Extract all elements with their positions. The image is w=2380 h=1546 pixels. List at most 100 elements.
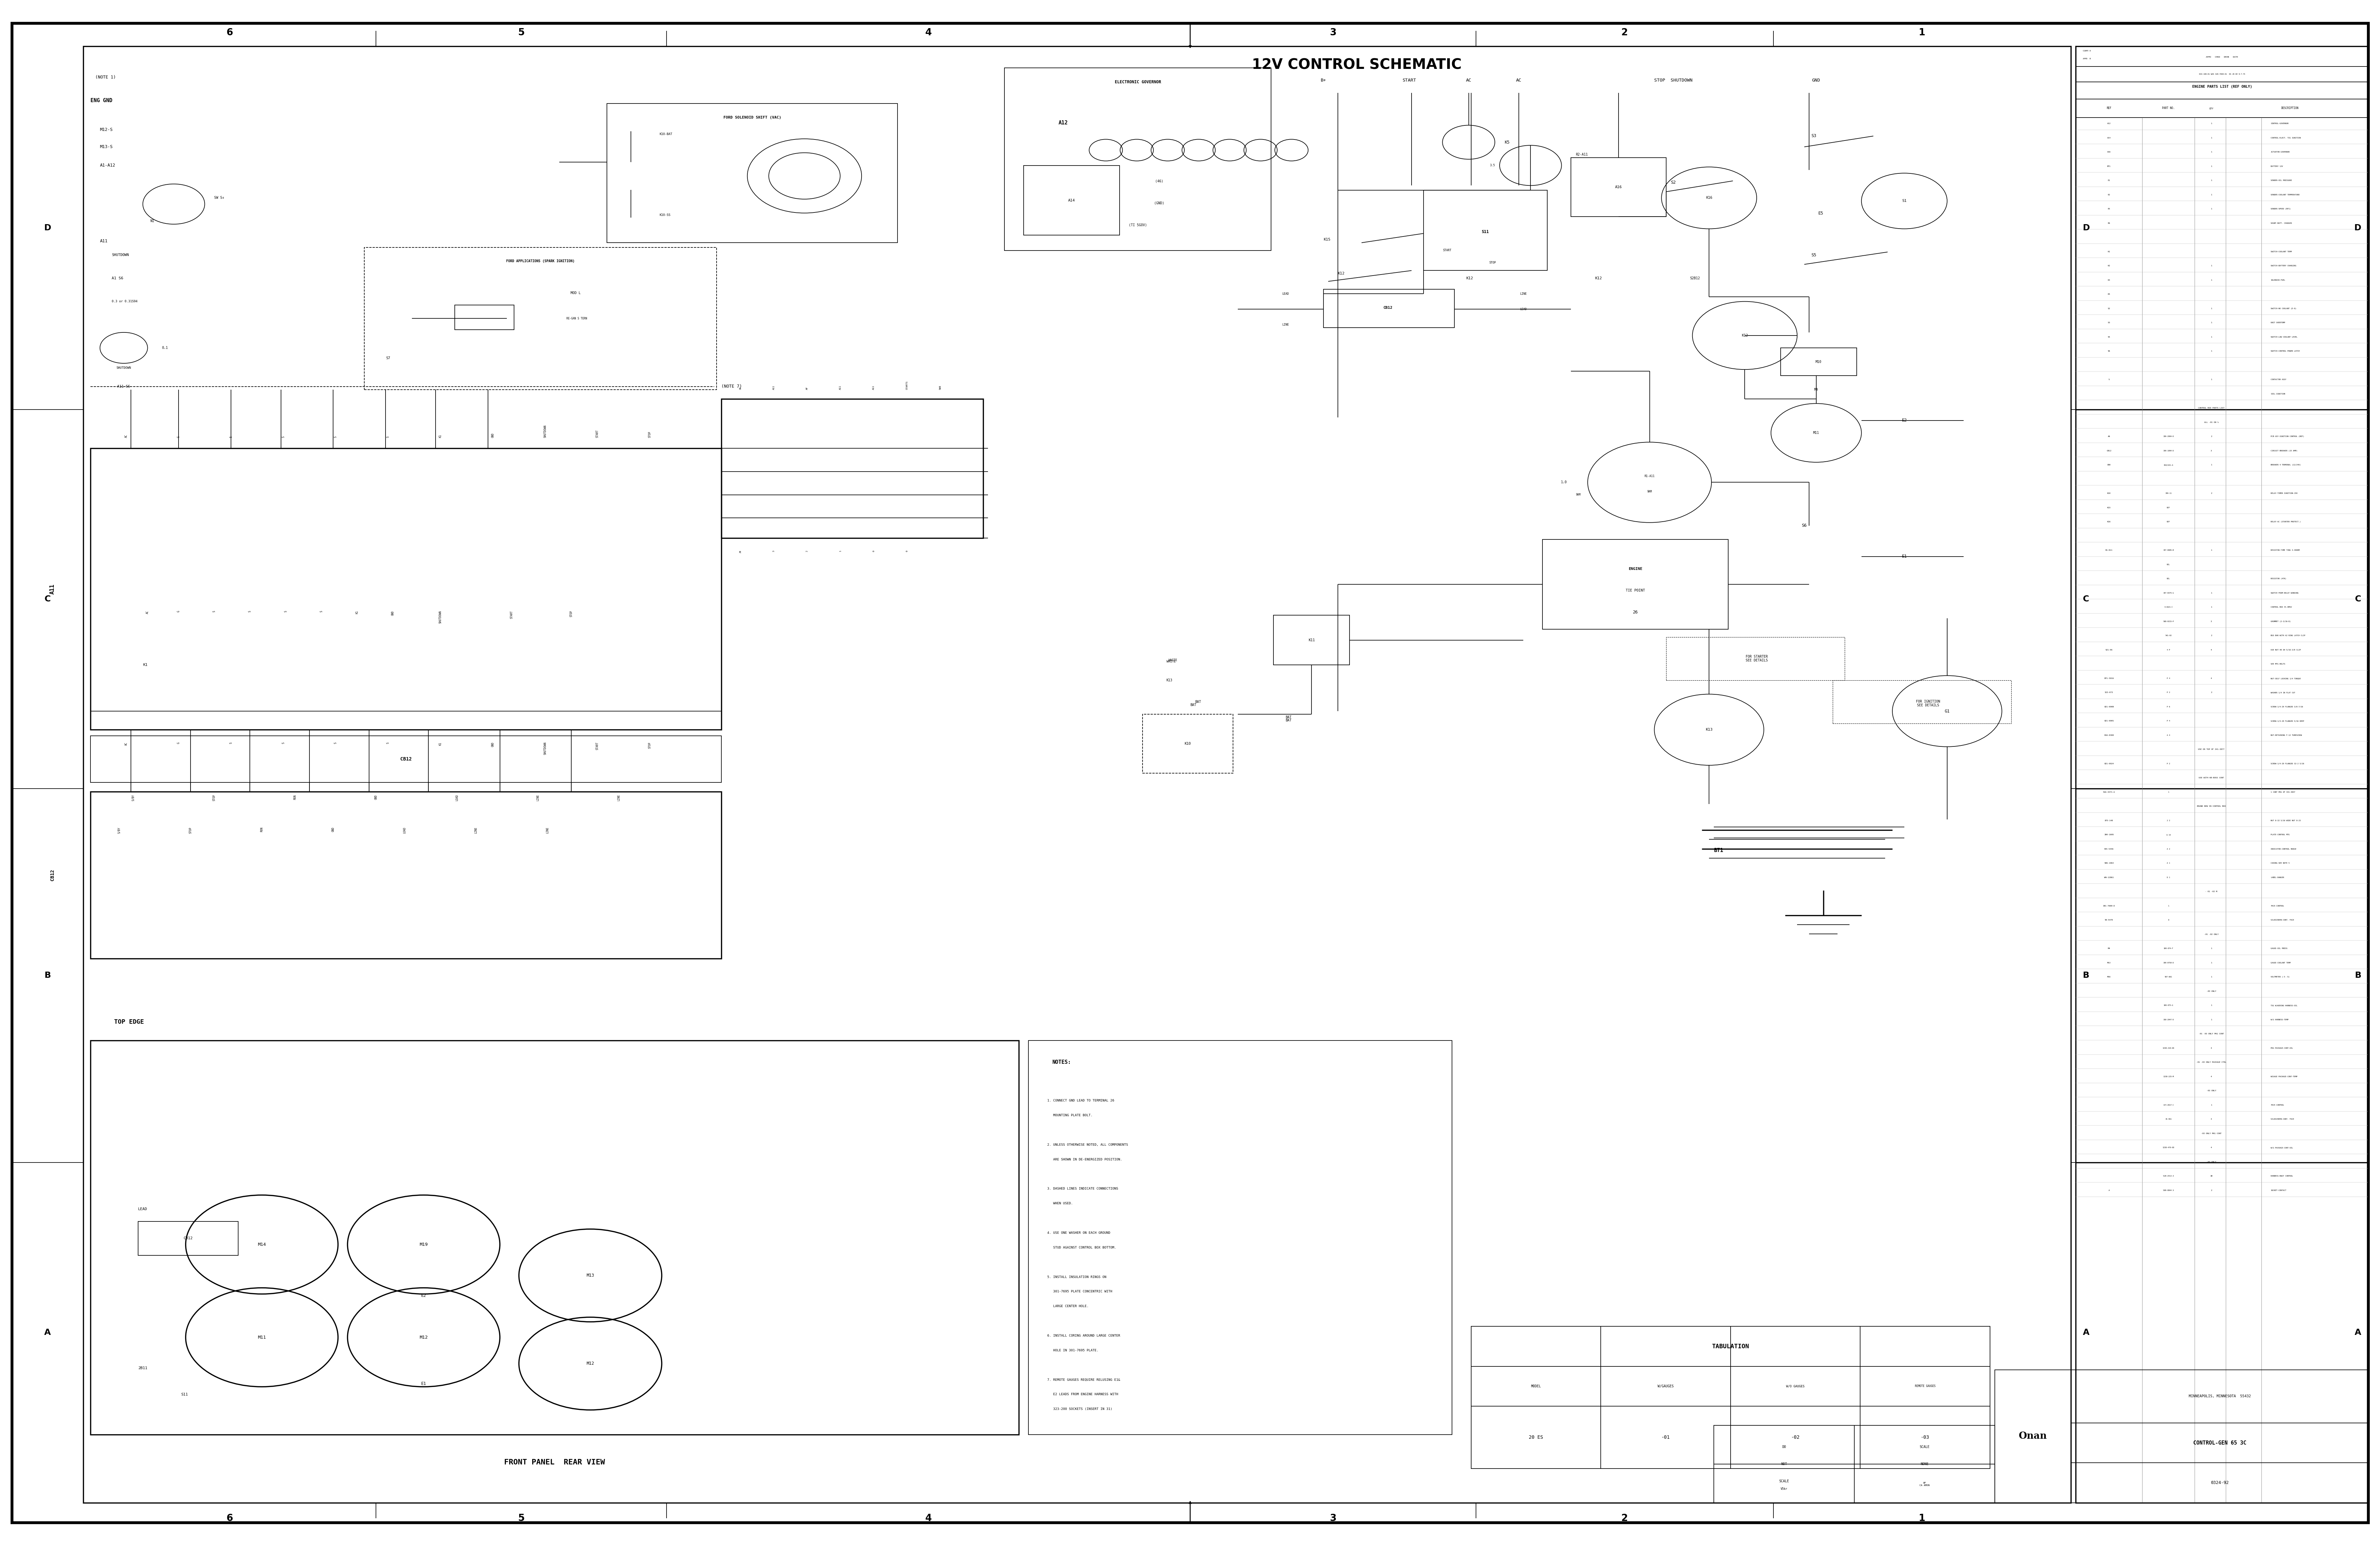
Text: K1: K1 bbox=[2106, 250, 2111, 252]
Text: 516-4371-A: 516-4371-A bbox=[2102, 792, 2116, 793]
Text: AC: AC bbox=[124, 742, 129, 745]
Text: 4 P: 4 P bbox=[2166, 649, 2171, 651]
Text: R2-A11: R2-A11 bbox=[1576, 153, 1587, 156]
Text: SENDER-COOLANT TEMPERATURE: SENDER-COOLANT TEMPERATURE bbox=[2271, 193, 2299, 196]
Text: SWITCH-NO COOLANT (E-0): SWITCH-NO COOLANT (E-0) bbox=[2271, 308, 2297, 309]
Text: CONTROL BOX 4% DMSV: CONTROL BOX 4% DMSV bbox=[2271, 606, 2292, 608]
Text: B+: B+ bbox=[1321, 79, 1326, 82]
Text: MODEL: MODEL bbox=[1530, 1385, 1540, 1388]
Text: W/G HARNESS-TEMP: W/G HARNESS-TEMP bbox=[2271, 1019, 2287, 1020]
Text: W/GAUGES: W/GAUGES bbox=[1656, 1385, 1673, 1388]
Text: (NOTE 7): (NOTE 7) bbox=[721, 385, 743, 388]
Text: 330-1094-D: 330-1094-D bbox=[2163, 450, 2173, 451]
Text: P 4: P 4 bbox=[2166, 677, 2171, 679]
Text: 300-11: 300-11 bbox=[2166, 493, 2171, 495]
Text: MINNEAPOLIS, MINNESOTA  55432: MINNEAPOLIS, MINNESOTA 55432 bbox=[2187, 1394, 2251, 1398]
Text: B71-5016: B71-5016 bbox=[2104, 677, 2113, 679]
Text: 100-074-F: 100-074-F bbox=[2163, 948, 2173, 949]
Text: TIE POINT: TIE POINT bbox=[1626, 589, 1645, 592]
Text: S2: S2 bbox=[2106, 308, 2111, 309]
Text: 323-200 SOCKETS (INSERT IN 31): 323-200 SOCKETS (INSERT IN 31) bbox=[1047, 1407, 1111, 1410]
Text: 1238-470-OD: 1238-470-OD bbox=[2163, 1147, 2173, 1149]
Text: USE OR TOP OF 341-3877: USE OR TOP OF 341-3877 bbox=[2197, 748, 2225, 750]
Text: M4: M4 bbox=[2106, 948, 2111, 949]
Text: R1-A11: R1-A11 bbox=[1645, 475, 1654, 478]
Text: NUT-SELF LOCKING 1/4 TORQUE: NUT-SELF LOCKING 1/4 TORQUE bbox=[2271, 677, 2301, 679]
Text: BUS BAR WITH A2 RING LATCH CLIP: BUS BAR WITH A2 RING LATCH CLIP bbox=[2271, 635, 2306, 637]
Text: CONTACTOR ASSY: CONTACTOR ASSY bbox=[2271, 379, 2287, 380]
Text: A1 S6: A1 S6 bbox=[112, 277, 124, 280]
Text: M11: M11 bbox=[257, 1336, 267, 1339]
Text: E2 LEADS FROM ENGINE HARNESS WITH: E2 LEADS FROM ENGINE HARNESS WITH bbox=[1047, 1393, 1119, 1396]
Text: K12: K12 bbox=[1338, 272, 1345, 275]
Text: 1: 1 bbox=[1918, 28, 1925, 37]
Text: D: D bbox=[2354, 224, 2361, 232]
Text: S: S bbox=[212, 611, 217, 612]
Text: S: S bbox=[281, 436, 286, 438]
Text: 1: 1 bbox=[1918, 1514, 1925, 1523]
Text: 9AM: 9AM bbox=[1576, 493, 1580, 496]
Text: SOLENOID-FUEL: SOLENOID-FUEL bbox=[2271, 280, 2285, 281]
Text: E5: E5 bbox=[1818, 212, 1823, 215]
Text: A16: A16 bbox=[2106, 152, 2111, 153]
Text: FORD APPLICATIONS (SPARK IGNITION): FORD APPLICATIONS (SPARK IGNITION) bbox=[507, 260, 574, 263]
Text: A: A bbox=[2354, 1328, 2361, 1337]
Text: M4: M4 bbox=[1814, 388, 1818, 391]
Text: S: S bbox=[333, 742, 338, 744]
Text: TOP EDGE: TOP EDGE bbox=[114, 1019, 145, 1025]
Text: 358-2047-D: 358-2047-D bbox=[2163, 1019, 2173, 1020]
Text: 3/4-2617-C: 3/4-2617-C bbox=[2163, 1104, 2173, 1105]
Text: BAT: BAT bbox=[1190, 703, 1197, 707]
Text: 6. INSTALL CORING AROUND LARGE CENTER: 6. INSTALL CORING AROUND LARGE CENTER bbox=[1047, 1334, 1121, 1337]
Text: CB12: CB12 bbox=[183, 1237, 193, 1240]
Text: MOD L: MOD L bbox=[571, 291, 581, 295]
Text: S11: S11 bbox=[181, 1393, 188, 1396]
Text: K13: K13 bbox=[1706, 728, 1711, 731]
Text: G1: G1 bbox=[1944, 710, 1949, 713]
Text: A6: A6 bbox=[2106, 436, 2111, 438]
Text: ENG GND: ENG GND bbox=[90, 97, 112, 104]
Text: SCREW-1/4-20 FLANGED 5/16 DEEP: SCREW-1/4-20 FLANGED 5/16 DEEP bbox=[2271, 720, 2304, 722]
Text: D 1: D 1 bbox=[2166, 877, 2171, 878]
Text: K3: K3 bbox=[2106, 280, 2111, 281]
Text: 3. DASHED LINES INDICATE CONNECTIONS: 3. DASHED LINES INDICATE CONNECTIONS bbox=[1047, 1187, 1119, 1190]
Text: AC: AC bbox=[145, 611, 150, 614]
Text: GAUGE-OIL PRESS: GAUGE-OIL PRESS bbox=[2271, 948, 2287, 949]
Text: K12: K12 bbox=[1595, 277, 1602, 280]
Text: CB12: CB12 bbox=[1383, 306, 1392, 309]
Text: FACE-CONTROL: FACE-CONTROL bbox=[2271, 904, 2285, 908]
Bar bbox=[1833, 680, 2011, 724]
Text: K12: K12 bbox=[1466, 277, 1473, 280]
Bar bbox=[138, 1221, 238, 1255]
Text: SENDER-SPEED (RFI): SENDER-SPEED (RFI) bbox=[2271, 209, 2290, 210]
Text: SWITCH-COOLANT TEMP: SWITCH-COOLANT TEMP bbox=[2271, 250, 2292, 252]
Text: REL: REL bbox=[2166, 564, 2171, 566]
Text: FRONT PANEL  REAR VIEW: FRONT PANEL REAR VIEW bbox=[505, 1459, 605, 1466]
Text: PART NO.: PART NO. bbox=[2161, 107, 2175, 110]
Text: SILKSCREEN-CONT. FACE: SILKSCREEN-CONT. FACE bbox=[2271, 1118, 2294, 1121]
Text: STOP: STOP bbox=[188, 827, 193, 833]
Text: BAT: BAT bbox=[1285, 716, 1292, 719]
Text: SHUTDOWN: SHUTDOWN bbox=[112, 254, 129, 257]
Text: CGNFE 8: CGNFE 8 bbox=[2082, 49, 2090, 53]
Text: LINE: LINE bbox=[536, 795, 540, 801]
Text: 307-0375-G: 307-0375-G bbox=[2163, 592, 2173, 594]
Bar bbox=[1142, 714, 1233, 773]
Text: SCREW-1/4-20 FLANGED 3/8-7/16: SCREW-1/4-20 FLANGED 3/8-7/16 bbox=[2271, 707, 2304, 708]
Text: TABULATION: TABULATION bbox=[1711, 1343, 1749, 1350]
Text: 3.5: 3.5 bbox=[1490, 164, 1495, 167]
Text: USE NUT-40 AH 5/16-3/8 CLIP: USE NUT-40 AH 5/16-3/8 CLIP bbox=[2271, 649, 2301, 651]
Text: T5G W/WIRING HARNESS-OIL: T5G W/WIRING HARNESS-OIL bbox=[2271, 1005, 2297, 1006]
Text: START: START bbox=[1442, 249, 1452, 252]
Text: S2B12: S2B12 bbox=[1690, 277, 1699, 280]
Text: S6: S6 bbox=[2106, 351, 2111, 352]
Text: SEE MTG BOLTS: SEE MTG BOLTS bbox=[2271, 663, 2285, 665]
Text: S3: S3 bbox=[1811, 135, 1816, 138]
Text: 5: 5 bbox=[519, 1514, 524, 1523]
Text: B: B bbox=[45, 971, 50, 980]
Text: 300-0750-D: 300-0750-D bbox=[2163, 962, 2173, 963]
Text: WHITE: WHITE bbox=[1169, 659, 1178, 662]
Text: WASHER 1/4 IN FLAT CUT: WASHER 1/4 IN FLAT CUT bbox=[2271, 691, 2294, 694]
Text: COIL-IGNITION: COIL-IGNITION bbox=[2271, 393, 2285, 394]
Text: STOP: STOP bbox=[569, 611, 574, 617]
